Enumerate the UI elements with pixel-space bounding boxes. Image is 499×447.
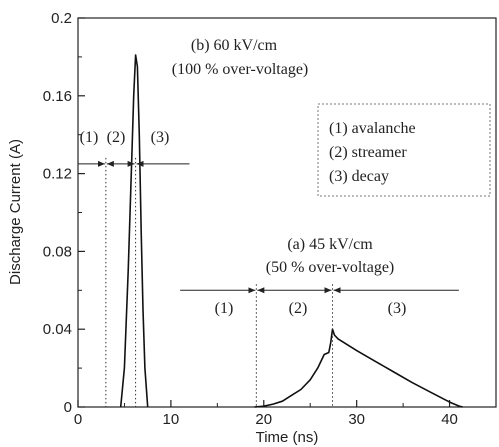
y-axis-label: Discharge Current (A) [7, 139, 24, 285]
phase-legend: (1) avalanche (2) streamer (3) decay [317, 103, 491, 197]
series-line-0 [119, 54, 149, 408]
x-tick-label: 30 [348, 411, 365, 428]
y-tick-label: 0.2 [51, 10, 72, 27]
axis-ticks: 0 10 20 30 40 0 0.04 0.08 0.12 0.16 0.2 [43, 10, 458, 428]
phase-label-b-1: (1) [80, 129, 99, 146]
phase-label-a-1: (1) [215, 300, 234, 317]
phase-legend-entry: (2) streamer [329, 144, 407, 161]
phase-legend-entry: (3) decay [329, 168, 389, 185]
x-tick-label: 0 [74, 411, 82, 428]
y-tick-label: 0.16 [43, 88, 72, 105]
phase-label-a-3: (3) [388, 300, 407, 317]
phase-markers [78, 157, 459, 407]
phase-label-b-2: (2) [107, 129, 126, 146]
phase-legend-box [317, 103, 491, 197]
annotation-b-line1: (b) 60 kV/cm [191, 37, 278, 54]
x-tick-label: 20 [255, 411, 272, 428]
series-line-1 [254, 328, 463, 408]
annotation-b-line2: (100 % over-voltage) [172, 61, 309, 78]
phase-label-a-2: (2) [289, 300, 308, 317]
data-series [119, 54, 463, 408]
y-tick-label: 0.12 [43, 166, 72, 183]
annotation-a-line1: (a) 45 kV/cm [287, 236, 373, 253]
y-tick-label: 0 [64, 399, 72, 416]
x-tick-label: 10 [163, 411, 180, 428]
x-tick-label: 40 [441, 411, 458, 428]
y-tick-label: 0.04 [43, 321, 72, 338]
phase-label-b-3: (3) [151, 129, 170, 146]
x-axis-label: Time (ns) [256, 429, 319, 446]
annotation-a-line2: (50 % over-voltage) [266, 259, 395, 276]
phase-legend-entry: (1) avalanche [329, 120, 416, 137]
y-tick-label: 0.08 [43, 243, 72, 260]
